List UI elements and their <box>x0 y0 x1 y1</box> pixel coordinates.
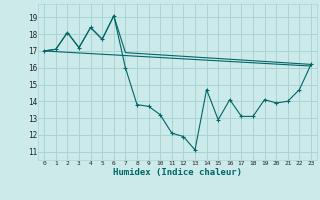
X-axis label: Humidex (Indice chaleur): Humidex (Indice chaleur) <box>113 168 242 177</box>
